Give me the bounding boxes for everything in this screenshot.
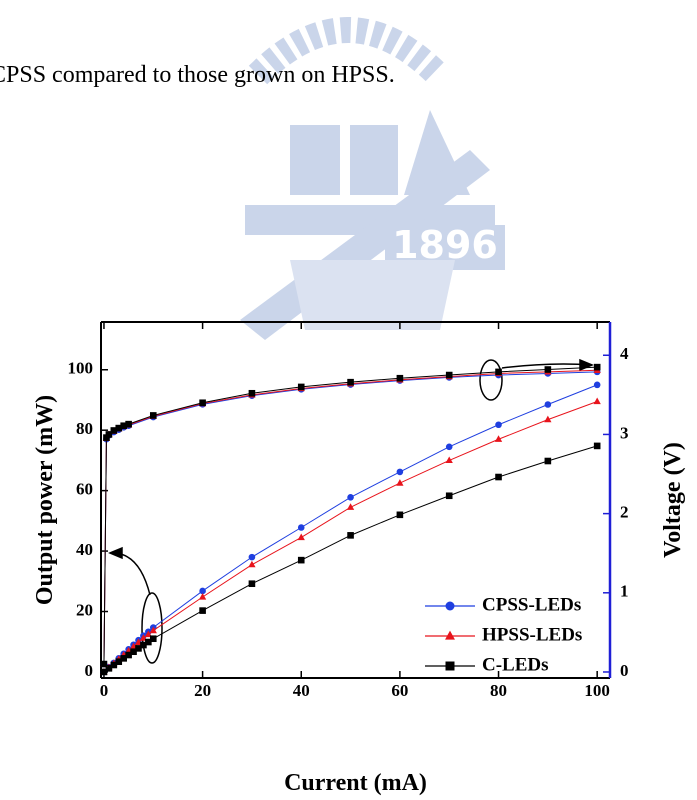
x-tick-label: 20 (194, 681, 211, 700)
marker (297, 524, 305, 531)
marker (115, 658, 123, 665)
marker (593, 363, 601, 371)
marker (105, 431, 113, 438)
marker (544, 366, 552, 373)
marker (149, 635, 157, 643)
marker (140, 641, 147, 649)
x-tick-label: 40 (293, 681, 310, 700)
marker (347, 378, 354, 386)
marker (110, 427, 118, 434)
marker (544, 415, 552, 423)
y2-tick-label: 3 (620, 423, 629, 442)
marker (199, 399, 206, 407)
marker (297, 383, 305, 391)
x-axis-label: Current (mA) (284, 770, 427, 796)
x-tick-label: 60 (391, 681, 408, 700)
marker (445, 456, 453, 464)
legend-label: C-LEDs (482, 654, 549, 675)
x-tick-label: 80 (490, 681, 507, 700)
x-tick-label: 0 (100, 681, 109, 700)
marker (495, 368, 502, 376)
marker (396, 374, 404, 382)
marker (125, 420, 132, 428)
marker (115, 424, 123, 432)
marker (149, 626, 157, 634)
marker (494, 435, 503, 442)
marker (495, 421, 502, 429)
marker (125, 651, 132, 659)
series-line (103, 371, 598, 665)
marker (445, 630, 455, 640)
marker (347, 493, 354, 501)
marker (120, 655, 127, 662)
y-tick-label: 20 (76, 600, 93, 619)
marker (347, 532, 354, 539)
marker (130, 648, 137, 656)
marker (145, 638, 152, 646)
marker (593, 397, 601, 405)
marker (100, 660, 108, 668)
marker (396, 511, 404, 519)
marker (135, 645, 142, 652)
x-tick-label: 100 (584, 681, 610, 700)
legend-label: CPSS-LEDs (482, 594, 581, 615)
y-tick-label: 0 (85, 661, 94, 680)
y-tick-label: 80 (76, 419, 93, 438)
watermark-year: 1896 (392, 223, 498, 267)
y-tick-label: 40 (76, 540, 93, 559)
marker (346, 503, 355, 510)
marker (248, 389, 256, 397)
watermark: 1896 (240, 17, 505, 340)
marker (248, 560, 256, 568)
marker (100, 668, 108, 676)
marker (445, 601, 455, 611)
y2-axis-label: Voltage (V) (660, 442, 686, 558)
marker (110, 661, 118, 669)
y-tick-label: 100 (68, 359, 94, 378)
marker (297, 533, 305, 541)
y-tick-label: 60 (76, 480, 93, 499)
y2-tick-label: 2 (620, 503, 629, 522)
marker (297, 556, 305, 564)
marker (445, 371, 453, 379)
marker (544, 401, 552, 408)
marker (495, 473, 502, 481)
marker (105, 665, 113, 672)
legend-label: HPSS-LEDs (482, 624, 582, 645)
series-line (103, 366, 598, 665)
marker (248, 553, 256, 561)
marker (593, 442, 601, 450)
marker (396, 468, 404, 476)
marker (445, 443, 453, 451)
marker (198, 593, 207, 600)
annotation (108, 358, 594, 664)
marker (396, 479, 404, 486)
marker (120, 422, 127, 430)
marker (593, 381, 601, 389)
marker (544, 457, 552, 465)
y2-tick-label: 1 (620, 582, 629, 601)
marker (199, 587, 206, 595)
y2-tick-label: 0 (620, 661, 629, 680)
marker (149, 412, 157, 419)
marker (248, 580, 256, 588)
body-text: CPSS compared to those grown on HPSS. (0, 62, 395, 88)
marker (445, 661, 455, 671)
y-axis-label: Output power (mW) (32, 395, 58, 605)
marker (445, 492, 453, 500)
marker (199, 607, 206, 614)
y2-tick-label: 4 (620, 344, 629, 363)
